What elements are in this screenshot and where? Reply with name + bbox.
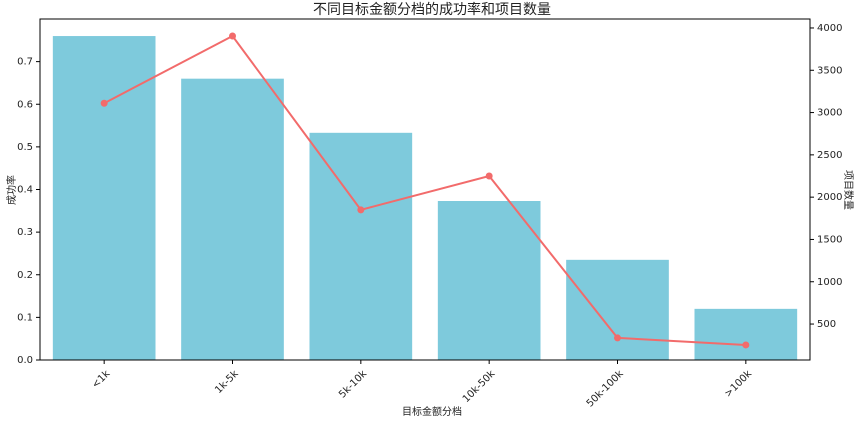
y2-tick-label: 1000 (817, 277, 842, 288)
y2-tick-label: 500 (817, 319, 836, 330)
y2-tick-label: 3500 (817, 65, 842, 76)
y-axis-label: 成功率 (5, 175, 18, 205)
bar (694, 308, 798, 360)
plot-frame (39, 18, 811, 361)
y-tick-label: 0.1 (17, 312, 33, 323)
bar (181, 78, 284, 361)
x-tick-label: >100k (723, 368, 754, 399)
line-point (485, 172, 493, 180)
x-tick-label: 50k-100k (585, 368, 626, 409)
x-tick-label: 10k-50k (461, 368, 498, 405)
y2-tick-label: 1500 (817, 234, 842, 245)
y-tick-label: 0.3 (17, 227, 33, 238)
x-tick-label: 1k-5k (213, 368, 241, 396)
bar (566, 259, 669, 360)
x-tick-label: <1k (90, 368, 112, 390)
chart-title: 不同目标金额分档的成功率和项目数量 (313, 1, 551, 18)
bar (437, 201, 541, 360)
y2-tick-label: 4000 (817, 23, 842, 34)
bar (52, 36, 156, 361)
x-axis-label: 目标金额分档 (402, 405, 462, 418)
y-tick-label: 0.5 (17, 142, 33, 153)
line-point (742, 341, 750, 349)
y-tick-label: 0.6 (17, 99, 33, 110)
line-point (357, 206, 365, 214)
y2-axis-label: 项目数量 (842, 170, 855, 210)
y-tick-label: 0.0 (17, 355, 33, 366)
line-point (229, 32, 236, 40)
bar (309, 132, 413, 360)
y-tick-label: 0.7 (17, 57, 33, 68)
y2-tick-label: 2000 (817, 192, 842, 203)
line-point (100, 99, 108, 107)
x-tick-label: 5k-10k (337, 368, 369, 400)
y2-tick-label: 2500 (817, 150, 842, 161)
y2-tick-label: 3000 (817, 108, 842, 119)
y-tick-label: 0.2 (17, 270, 33, 281)
line-point (614, 334, 621, 342)
y-tick-label: 0.4 (17, 185, 33, 196)
line (103, 34, 746, 346)
